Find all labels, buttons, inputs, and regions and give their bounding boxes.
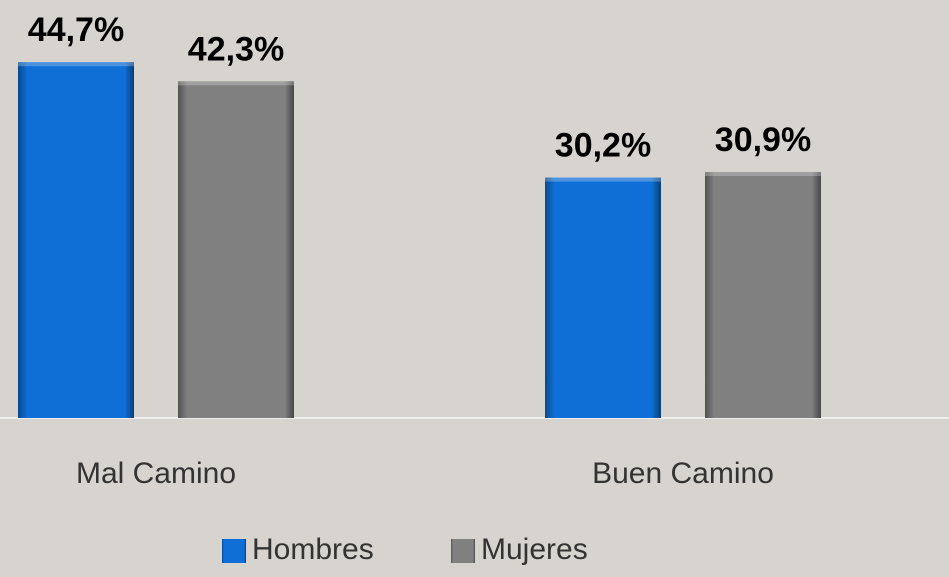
- legend-label: Mujeres: [481, 533, 588, 566]
- value-label: 30,2%: [555, 127, 651, 165]
- legend-label: Hombres: [252, 533, 374, 566]
- bar-shade: [178, 81, 294, 419]
- bar-shade: [545, 177, 661, 418]
- bar-top: [705, 172, 821, 177]
- legend-swatch-shade: [451, 539, 475, 563]
- bar-shade: [18, 62, 134, 419]
- value-label: 44,7%: [28, 11, 124, 49]
- bar-shade: [705, 172, 821, 418]
- x-tick-label: Buen Camino: [592, 457, 774, 490]
- value-label: 30,9%: [715, 121, 811, 159]
- x-tick-label: Mal Camino: [76, 457, 236, 490]
- bar-top: [18, 62, 134, 67]
- value-label: 42,3%: [188, 30, 284, 68]
- bar-top: [178, 81, 294, 86]
- bar-top: [545, 177, 661, 182]
- legend-swatch-shade: [222, 539, 246, 563]
